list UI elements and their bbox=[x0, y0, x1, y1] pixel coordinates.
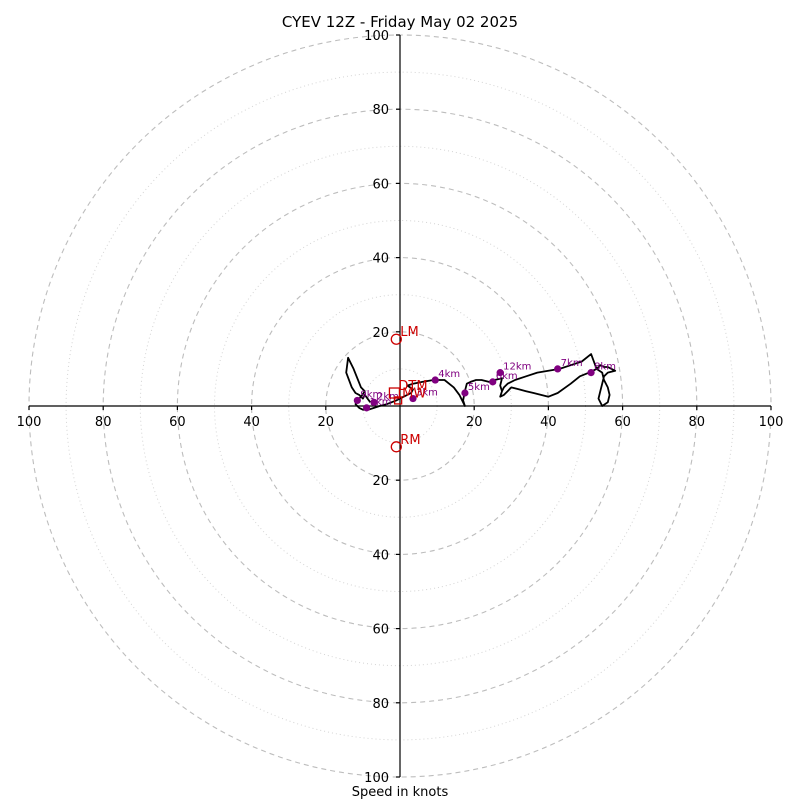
height-marker-label: 6km bbox=[496, 371, 518, 382]
y-tick-label: 60 bbox=[372, 623, 389, 638]
height-marker-dot bbox=[363, 404, 371, 412]
storm-motion-markers: LM MW RM DTM bbox=[388, 325, 428, 453]
storm-motion-circle bbox=[390, 333, 402, 345]
y-tick-label: 100 bbox=[364, 29, 389, 44]
height-marker-dot bbox=[353, 396, 361, 405]
storm-motion-square bbox=[393, 396, 403, 405]
height-marker-dot bbox=[587, 369, 595, 377]
height-marker-dot bbox=[409, 394, 417, 403]
x-tick-label: 80 bbox=[95, 415, 112, 430]
x-tick-label: 20 bbox=[466, 415, 483, 430]
y-tick-label: 40 bbox=[372, 252, 389, 267]
hodograph-trace bbox=[345, 353, 617, 411]
x-tick-label: 60 bbox=[169, 415, 186, 430]
y-tick-label: 20 bbox=[372, 326, 389, 341]
chart-title: CYEV 12Z - Friday May 02 2025 bbox=[282, 13, 518, 31]
height-marker-dot bbox=[461, 389, 469, 397]
height-marker-label: 3km bbox=[416, 388, 438, 399]
x-tick-label: 40 bbox=[243, 415, 260, 430]
y-tick-label: 80 bbox=[372, 103, 389, 118]
y-tick-label: 60 bbox=[372, 177, 389, 192]
y-tick-label: 40 bbox=[372, 548, 389, 563]
storm-motion-label: RM bbox=[400, 433, 420, 448]
height-marker-label: 4km bbox=[438, 369, 460, 380]
y-tick-label: 20 bbox=[372, 474, 389, 489]
storm-motion-square bbox=[388, 387, 401, 399]
x-tick-label: 40 bbox=[540, 415, 557, 430]
storm-motion-label: DTM bbox=[398, 379, 427, 394]
storm-motion-circle bbox=[390, 441, 402, 453]
x-tick-label: 20 bbox=[318, 415, 335, 430]
height-marker-label: 7km bbox=[561, 358, 583, 369]
tick-labels: 100 80 60 40 20 20 40 60 80 100 100 80 60 40 20 20 40 60 8… bbox=[17, 29, 784, 786]
y-tick-label: 80 bbox=[372, 697, 389, 712]
height-marker-label: 9km bbox=[360, 389, 382, 400]
height-marker-label: 2km bbox=[377, 391, 399, 402]
height-marker-dot bbox=[370, 398, 378, 406]
height-marker-label: 5km bbox=[468, 382, 490, 393]
x-tick-label: 60 bbox=[614, 415, 631, 430]
x-tick-label: 80 bbox=[689, 415, 706, 430]
x-axis-label: Speed in knots bbox=[352, 785, 449, 800]
height-marker-dot bbox=[554, 365, 562, 373]
height-marker-label: 8km bbox=[594, 362, 616, 373]
height-marker-dot bbox=[496, 369, 504, 377]
height-marker-dot bbox=[431, 376, 439, 384]
x-tick-label: 100 bbox=[17, 415, 42, 430]
height-marker-label: 1km bbox=[370, 397, 392, 408]
y-tick-label: 100 bbox=[364, 771, 389, 786]
height-marker-dot bbox=[489, 378, 497, 386]
axes bbox=[29, 35, 771, 777]
x-tick-label: 100 bbox=[759, 415, 784, 430]
storm-motion-label: LM bbox=[400, 325, 418, 340]
height-marker-label: 12km bbox=[503, 362, 531, 373]
storm-motion-label: MW bbox=[402, 386, 426, 401]
